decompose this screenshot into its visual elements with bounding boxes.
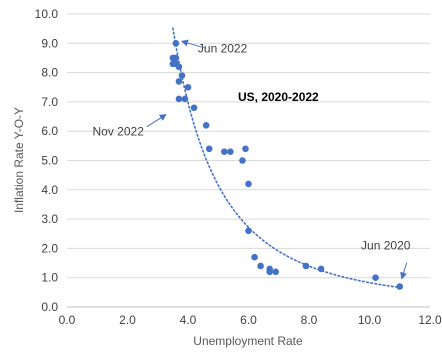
data-point <box>242 145 249 153</box>
annotation-label: Jun 2020 <box>361 238 411 252</box>
trendline <box>172 27 401 289</box>
gridlines <box>67 13 430 308</box>
data-point <box>190 104 198 112</box>
data-point <box>396 283 404 290</box>
annotation-arrow <box>146 114 167 128</box>
data-point <box>372 274 379 282</box>
x-tick-label: 6.0 <box>240 313 257 327</box>
y-tick-label: 6.0 <box>41 124 58 138</box>
data-point <box>181 95 189 103</box>
data-point <box>172 40 180 47</box>
data-point <box>221 148 228 156</box>
data-point <box>184 83 192 91</box>
x-tick-label: 8.0 <box>301 313 318 327</box>
data-point <box>202 122 210 129</box>
data-point <box>302 262 310 270</box>
data-point <box>169 60 177 68</box>
data-point <box>245 227 252 235</box>
x-tick-label: 0.0 <box>59 313 76 327</box>
data-point <box>175 95 183 103</box>
y-tick-label: 2.0 <box>41 241 58 255</box>
x-tick-label: 12.0 <box>418 313 442 327</box>
trendline-group <box>172 27 401 289</box>
data-point <box>245 180 252 188</box>
y-axis-label: Inflation Rate Y-O-Y <box>12 107 26 213</box>
data-point <box>205 145 213 153</box>
x-axis-label: Unemployment Rate <box>193 334 303 348</box>
annotation-label: Jun 2022 <box>198 41 248 55</box>
annotation-label: Nov 2022 <box>93 125 145 139</box>
data-point <box>178 72 186 79</box>
data-point <box>239 157 246 164</box>
y-tick-label: 8.0 <box>41 66 58 80</box>
data-point <box>169 54 177 62</box>
y-tick-label: 7.0 <box>41 95 58 109</box>
tick-labels: 0.0 1.0 2.0 3.0 4.0 5.0 6.0 7.0 8.0 9.0 10.0 0.0 2.0… <box>35 7 442 327</box>
data-point <box>317 265 325 273</box>
y-tick-label: 3.0 <box>41 212 58 226</box>
y-tick-label: 9.0 <box>41 36 58 50</box>
x-tick-label: 2.0 <box>119 313 136 327</box>
y-tick-label: 5.0 <box>41 154 58 168</box>
annotations: Jun 2022 Nov 2022 Jun 2020 <box>93 39 411 280</box>
data-point <box>175 78 183 85</box>
y-tick-label: 4.0 <box>41 183 58 197</box>
chart-inner-title: US, 2020-2022 <box>238 90 319 104</box>
y-tick-label: 0.0 <box>41 300 58 314</box>
y-tick-label: 1.0 <box>41 271 58 285</box>
data-point <box>266 265 273 273</box>
data-point <box>227 148 234 156</box>
data-point <box>257 262 264 270</box>
data-point <box>272 268 280 276</box>
x-tick-label: 4.0 <box>180 313 197 327</box>
x-tick-label: 10.0 <box>358 313 382 327</box>
data-point <box>251 253 258 261</box>
data-points <box>169 40 404 290</box>
annotation-arrow <box>400 262 408 280</box>
y-tick-label: 10.0 <box>35 7 59 21</box>
annotation-arrow <box>180 39 207 49</box>
